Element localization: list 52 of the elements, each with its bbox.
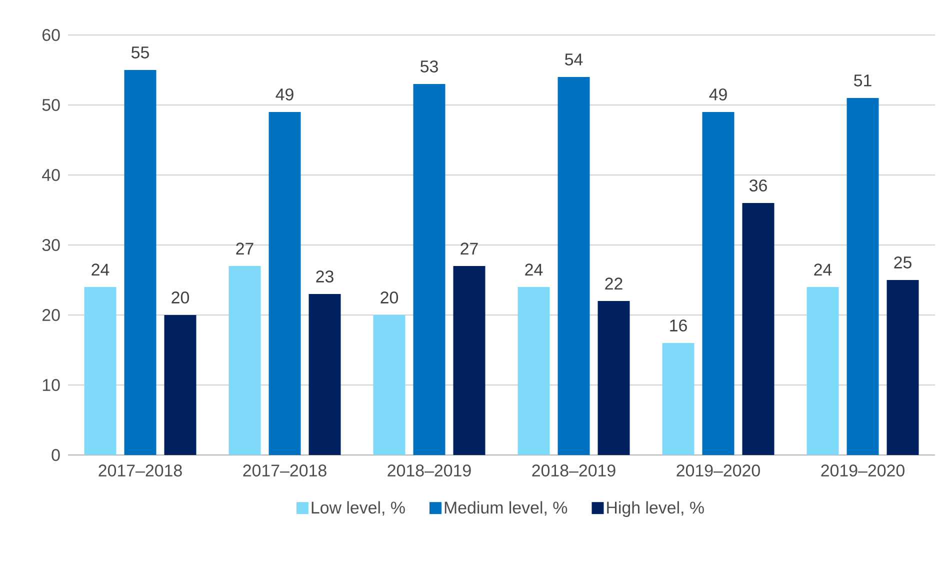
data-label: 16 xyxy=(670,319,687,332)
y-tick-label: 60 xyxy=(42,29,60,41)
bar xyxy=(228,266,261,455)
y-tick-label: 40 xyxy=(42,169,60,181)
y-tick-label: 20 xyxy=(42,309,60,321)
y-tick-label: 10 xyxy=(42,379,60,391)
data-label: 24 xyxy=(814,264,832,276)
bar xyxy=(453,266,486,455)
data-label: 53 xyxy=(420,60,438,72)
data-label: 49 xyxy=(276,88,294,100)
bar xyxy=(806,287,839,455)
data-label: 24 xyxy=(525,264,543,276)
y-tick-label: 50 xyxy=(42,99,60,111)
bar xyxy=(373,315,406,455)
bar xyxy=(308,294,341,455)
x-tick-label: 2017–2018 xyxy=(243,464,326,477)
data-label: 27 xyxy=(460,242,478,254)
data-label: 23 xyxy=(316,270,334,282)
bar xyxy=(598,301,630,455)
bar xyxy=(558,76,590,455)
bar xyxy=(84,287,116,455)
data-label: 24 xyxy=(92,264,110,276)
bar xyxy=(124,70,156,455)
data-label: 55 xyxy=(132,46,149,58)
bar xyxy=(413,84,446,455)
y-tick-label: 0 xyxy=(52,449,60,461)
bar xyxy=(702,112,734,455)
data-label: 49 xyxy=(709,88,727,100)
data-label: 51 xyxy=(854,74,872,86)
data-label: 25 xyxy=(894,256,912,268)
data-label: 27 xyxy=(236,242,254,254)
bar xyxy=(164,315,196,455)
x-tick-label: 2019–2020 xyxy=(676,464,760,477)
bar xyxy=(846,98,879,455)
x-tick-label: 2018–2019 xyxy=(532,464,616,477)
data-label: 54 xyxy=(565,54,583,66)
data-label: 22 xyxy=(605,278,622,290)
data-label: 20 xyxy=(380,291,398,304)
x-tick-label: 2017–2018 xyxy=(98,464,182,477)
data-label: 36 xyxy=(749,179,767,192)
bar xyxy=(742,202,774,455)
data-label: 20 xyxy=(172,291,190,304)
x-tick-label: 2019–2020 xyxy=(821,464,904,477)
bar xyxy=(518,287,550,455)
x-tick-label: 2018–2019 xyxy=(388,464,471,477)
legend-label: Medium level, % xyxy=(444,501,568,516)
y-tick-label: 30 xyxy=(42,239,60,251)
bar xyxy=(662,343,694,455)
legend-label: High level, % xyxy=(607,501,704,517)
bar xyxy=(886,280,919,455)
legend-label: Low level, % xyxy=(312,501,405,516)
bar xyxy=(268,112,301,455)
